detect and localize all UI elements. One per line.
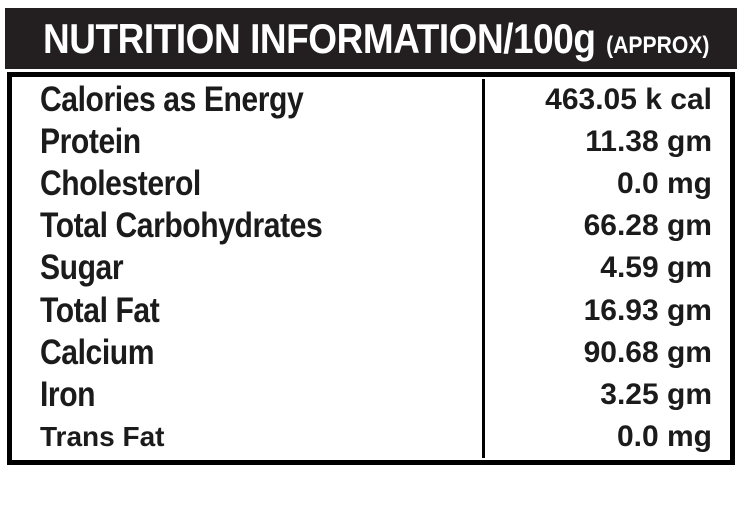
nutrient-value: 90.68 gm [583,335,712,369]
table-row: Sugar 4.59 gm [12,247,730,290]
table-row: Protein 11.38 gm [12,121,730,164]
nutrition-table: Calories as Energy 463.05 k cal Protein … [7,72,735,465]
nutrient-name-cell: Cholesterol [12,163,485,206]
nutrient-name-cell: Total Carbohydrates [12,205,485,248]
table-row: Total Fat 16.93 gm [12,289,730,332]
nutrient-name: Total Carbohydrates [40,206,323,246]
nutrient-name: Sugar [40,248,124,288]
header-title-main: NUTRITION INFORMATION/100g [43,14,596,62]
nutrient-name: Total Fat [40,290,160,330]
nutrient-name: Trans Fat [40,420,165,452]
nutrient-name-cell: Trans Fat [12,415,485,458]
table-row: Trans Fat 0.0 mg [12,415,730,458]
nutrient-value: 3.25 gm [600,377,712,411]
nutrient-value: 0.0 mg [616,167,712,201]
table-row: Calcium 90.68 gm [12,331,730,374]
nutrient-value: 16.93 gm [583,293,712,327]
header-title-approx: (APPROX) [606,31,710,59]
table-row: Iron 3.25 gm [12,373,730,416]
nutrient-name: Protein [40,122,141,162]
nutrient-value: 0.0 mg [616,419,712,453]
nutrient-name-cell: Total Fat [12,289,485,332]
header-bar: NUTRITION INFORMATION/100g (APPROX) [5,8,737,69]
table-row: Cholesterol 0.0 mg [12,163,730,206]
nutrient-name-cell: Iron [12,373,485,416]
nutrient-value: 463.05 k cal [545,83,712,117]
nutrient-name-cell: Calories as Energy [12,79,485,122]
header-title: NUTRITION INFORMATION/100g (APPROX) [43,15,709,63]
table-row: Total Carbohydrates 66.28 gm [12,205,730,248]
nutrient-value: 66.28 gm [583,209,712,243]
nutrient-value: 4.59 gm [600,251,712,285]
nutrient-name-cell: Protein [12,121,485,164]
nutrient-name: Cholesterol [40,164,201,204]
nutrient-name: Calcium [40,332,155,372]
nutrient-value: 11.38 gm [585,125,712,159]
table-row: Calories as Energy 463.05 k cal [12,79,730,122]
nutrient-name-cell: Sugar [12,247,485,290]
nutrient-name: Calories as Energy [40,80,304,120]
nutrient-name: Iron [40,374,96,414]
nutrient-name-cell: Calcium [12,331,485,374]
